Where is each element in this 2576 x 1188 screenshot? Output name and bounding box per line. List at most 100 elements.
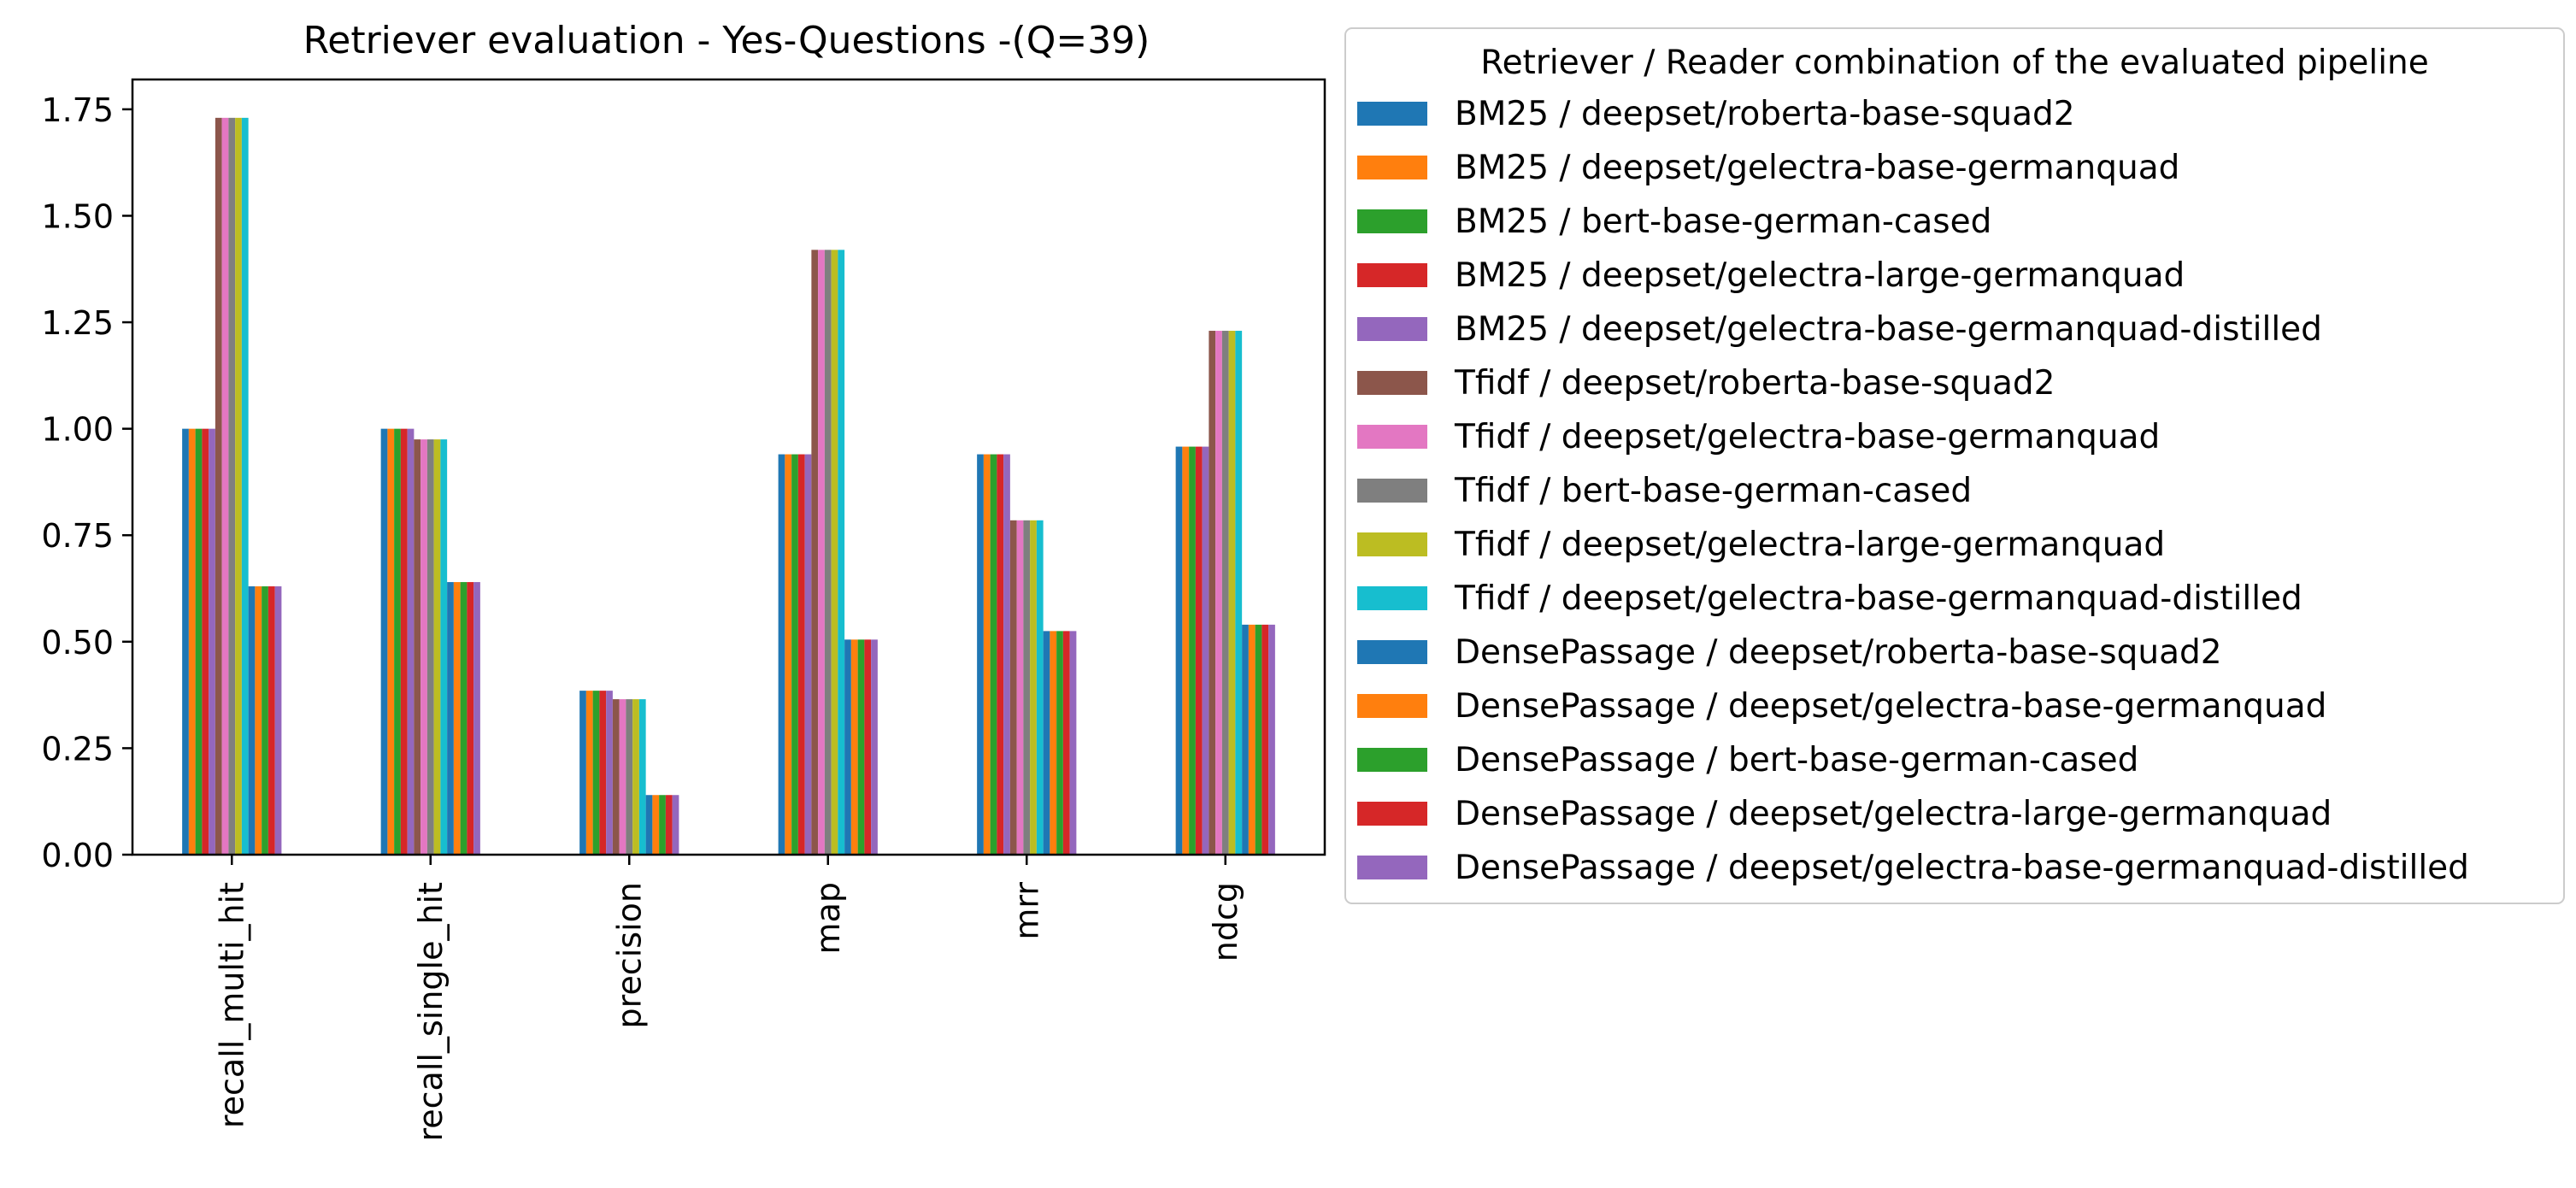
bar (606, 691, 613, 855)
bar (638, 699, 646, 855)
legend-label: DensePassage / bert-base-german-cased (1455, 741, 2138, 779)
bar (864, 639, 872, 855)
bar (1003, 454, 1010, 855)
y-tick-label: 0.25 (41, 730, 114, 767)
bar (1235, 331, 1243, 855)
y-tick-label: 0.75 (41, 517, 114, 555)
y-tick-label: 0.50 (41, 624, 114, 662)
bar (797, 454, 805, 855)
legend-swatch (1357, 532, 1427, 556)
bar (791, 454, 798, 855)
legend-label: DensePassage / deepset/gelectra-base-ger… (1455, 687, 2326, 726)
bar (473, 582, 480, 855)
bar (838, 250, 845, 856)
bar (221, 117, 229, 856)
legend-swatch (1357, 263, 1427, 287)
legend-title: Retriever / Reader combination of the ev… (1480, 44, 2429, 82)
x-tick-label: map (809, 882, 847, 954)
legend-label: BM25 / deepset/gelectra-large-germanquad (1455, 256, 2185, 295)
legend-swatch (1357, 748, 1427, 772)
bar (632, 699, 639, 855)
legend-label: BM25 / bert-base-german-cased (1455, 203, 1991, 241)
bar (1228, 331, 1236, 855)
chart-title: Retriever evaluation - Yes-Questions -(Q… (303, 19, 1150, 62)
x-tick-label: precision (610, 882, 648, 1028)
bar (585, 691, 593, 855)
bar (990, 454, 997, 855)
bar (778, 454, 785, 855)
bar (460, 582, 468, 855)
bar (1255, 624, 1262, 855)
bar (811, 250, 819, 856)
bar (1202, 446, 1209, 855)
bar (387, 428, 395, 855)
bar (1056, 631, 1063, 855)
legend-label: DensePassage / deepset/gelectra-base-ger… (1455, 849, 2469, 887)
y-tick-label: 0.00 (41, 837, 114, 874)
bar (997, 454, 1004, 855)
bar (626, 699, 633, 855)
legend-swatch (1357, 425, 1427, 449)
bar (440, 439, 448, 855)
bar (619, 699, 626, 855)
legend-swatch (1357, 802, 1427, 826)
bar (977, 454, 984, 855)
legend-items: BM25 / deepset/roberta-base-squad2 BM25 /… (1357, 95, 2469, 887)
legend-label: BM25 / deepset/gelectra-base-germanquad-… (1455, 310, 2322, 349)
bar (612, 699, 620, 855)
legend-label: BM25 / deepset/gelectra-base-germanquad (1455, 149, 2179, 187)
bar (1248, 624, 1256, 855)
bar (1069, 631, 1077, 855)
bar (433, 439, 441, 855)
y-tick-label: 1.25 (41, 304, 114, 342)
bar (1175, 446, 1183, 855)
legend-label: DensePassage / deepset/gelectra-large-ge… (1455, 795, 2332, 833)
legend: Retriever / Reader combination of the ev… (1344, 27, 2565, 904)
bar (421, 439, 427, 855)
bar (241, 117, 249, 856)
bar (1242, 624, 1249, 855)
bar (599, 691, 607, 855)
legend-swatch (1357, 694, 1427, 718)
bar (1062, 631, 1070, 855)
bar (850, 639, 858, 855)
bar (844, 639, 851, 855)
bar (645, 795, 653, 855)
legend-swatch (1357, 317, 1427, 341)
bar (262, 586, 268, 855)
bar (182, 428, 189, 855)
y-tick-label: 1.50 (41, 197, 114, 235)
bar (1189, 446, 1196, 855)
bar (1209, 331, 1216, 855)
bar (195, 428, 203, 855)
bar (1016, 520, 1024, 855)
bar (983, 454, 991, 855)
x-tick-label: recall_multi_hit (213, 882, 250, 1128)
bar (1182, 446, 1190, 855)
bar (453, 582, 461, 855)
bar (1215, 331, 1222, 855)
bar (871, 639, 878, 855)
bar (1009, 520, 1017, 855)
legend-swatch (1357, 209, 1427, 233)
bar (400, 428, 408, 855)
bar (215, 117, 222, 856)
legend-frame (1344, 27, 2565, 904)
legend-swatch (1357, 156, 1427, 179)
bar (228, 117, 236, 856)
x-tick-label: recall_single_hit (412, 882, 450, 1142)
bar (380, 428, 388, 855)
bar (1036, 520, 1044, 855)
legend-swatch (1357, 479, 1427, 503)
bar (1030, 520, 1037, 855)
bar (467, 582, 474, 855)
legend-label: DensePassage / deepset/roberta-base-squa… (1455, 633, 2222, 672)
bar (407, 428, 415, 855)
bar (665, 795, 673, 855)
legend-swatch (1357, 371, 1427, 395)
y-tick-label: 1.75 (41, 91, 114, 129)
bar (394, 428, 401, 855)
bar (1262, 624, 1269, 855)
bar (188, 428, 196, 855)
